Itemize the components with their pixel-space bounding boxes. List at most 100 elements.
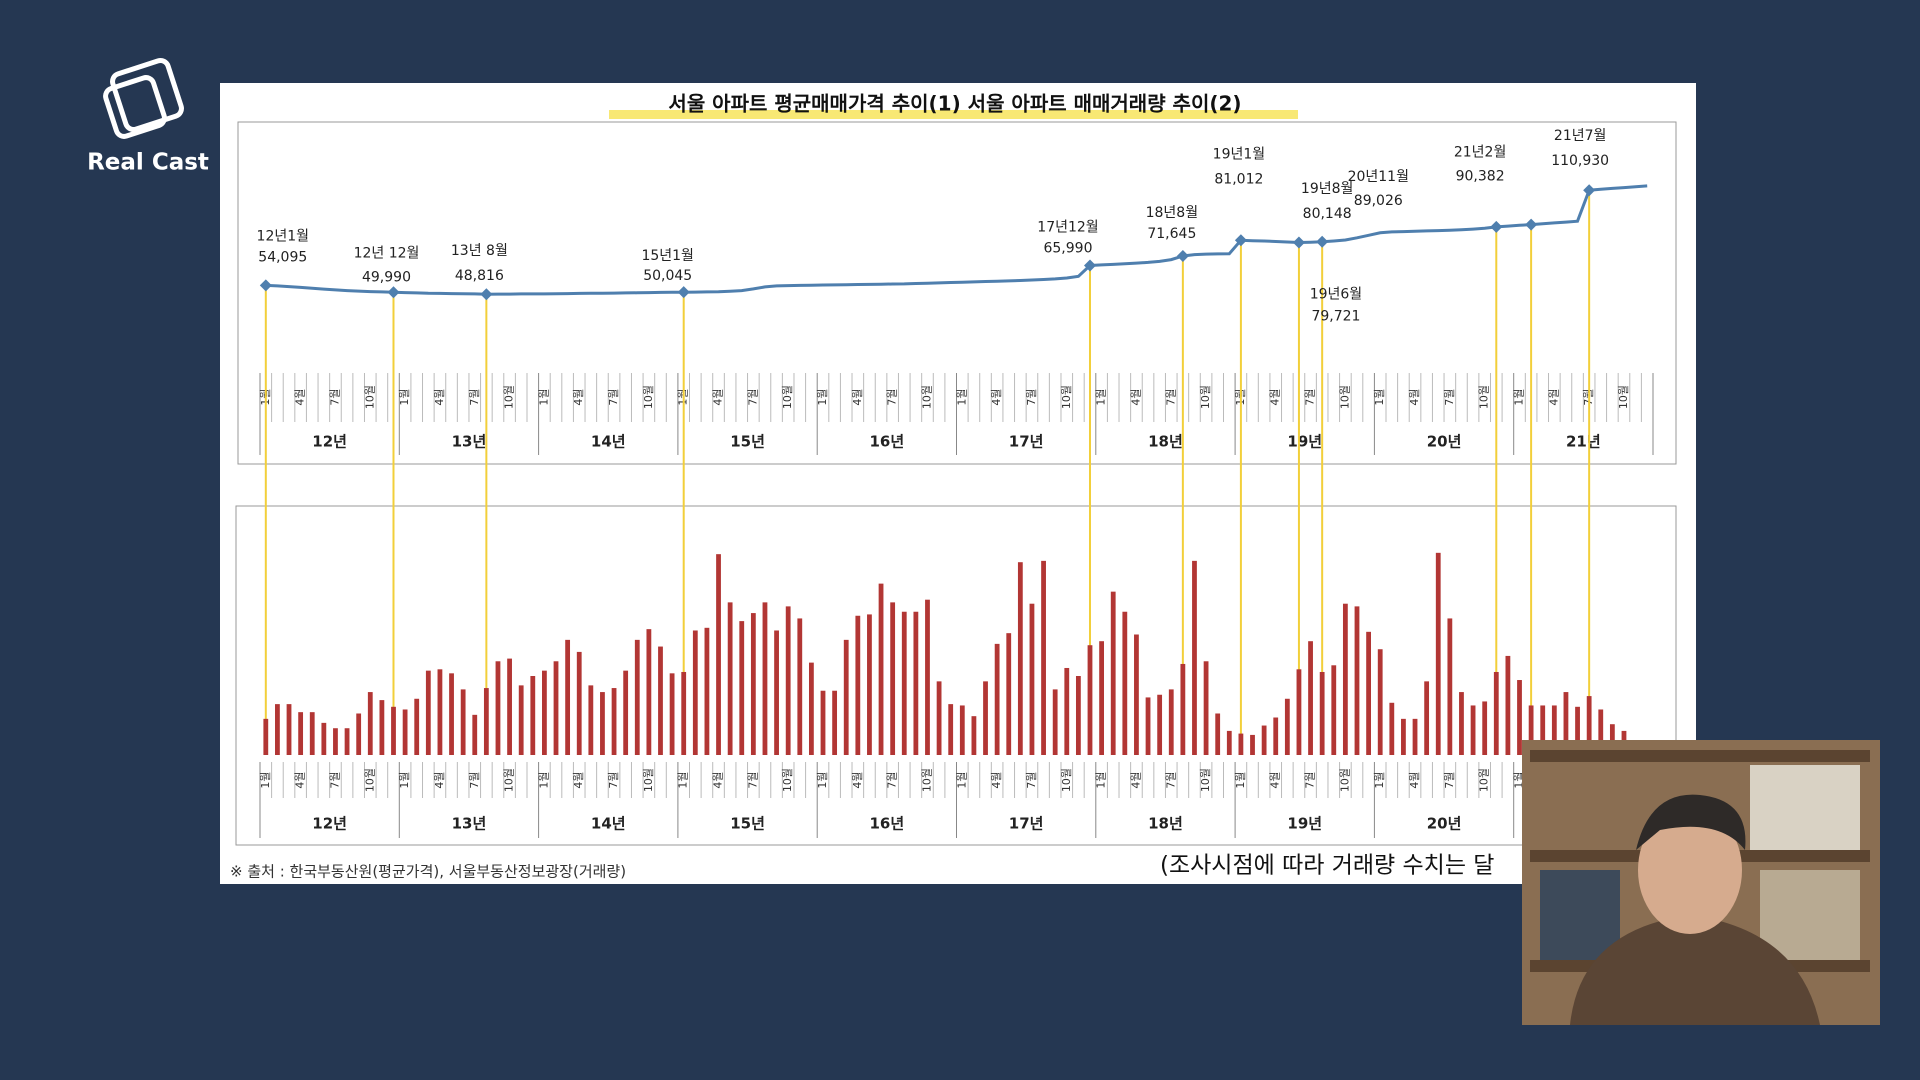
year-label: 20년 [1427,815,1462,833]
point-label: 13년 8월 [451,243,508,259]
x-tick-label: 4월 [1408,388,1421,405]
bar [1377,649,1383,755]
bar [1517,680,1522,755]
bar [901,611,907,755]
bar [1575,706,1580,755]
bar [367,692,373,755]
bar [1075,676,1081,755]
bar [646,629,652,755]
x-tick-label: 1월 [259,771,272,788]
bar [553,661,559,755]
x-tick-label: 7월 [746,388,759,405]
x-tick-label: 10월 [1199,385,1212,409]
x-tick-label: 4월 [990,388,1003,405]
bar [472,714,478,755]
bar [739,621,745,755]
x-tick-label: 4월 [1408,771,1421,788]
x-tick-label: 4월 [1547,388,1560,405]
year-label: 13년 [452,433,487,451]
webcam-overlay [1522,740,1880,1025]
bar [565,639,571,755]
source: ※ 출처 : 한국부동산원(평균가격), 서울부동산정보광장(거래량) [230,863,626,881]
bar [867,614,872,755]
bar [692,630,698,755]
bar [1122,611,1128,755]
x-tick-label: 1월 [955,771,968,788]
x-tick-label: 7월 [1025,388,1038,405]
bar [1366,631,1371,755]
bar [750,613,756,755]
bar [1308,641,1313,755]
x-tick-label: 1월 [816,771,829,788]
x-tick-label: 10월 [1617,385,1630,409]
x-tick-label: 4월 [1269,388,1282,405]
x-tick-label: 1월 [1513,388,1526,405]
person-head [1638,806,1742,934]
x-tick-label: 10월 [1338,768,1351,792]
point-label: 19년8월 [1301,181,1353,197]
bar [1342,603,1348,755]
x-tick-label: 4월 [1269,771,1282,788]
bar [600,692,605,755]
bar [1273,717,1279,755]
bar [716,554,721,755]
bar [286,704,292,755]
year-label: 16년 [870,433,905,451]
bar [843,639,849,755]
bar [1203,661,1209,755]
point-marker [1583,184,1596,197]
bar [1459,692,1464,755]
year-label: 12년 [312,433,347,451]
x-tick-label: 1월 [398,771,411,788]
bar [925,599,930,755]
x-tick-label: 10월 [1478,385,1491,409]
bar [820,690,826,755]
bar [913,611,919,755]
books [1760,870,1860,960]
point-marker [259,279,272,292]
point-label: 21년7월 [1554,128,1606,144]
x-tick-label: 7월 [1164,388,1177,405]
point-marker [1490,220,1503,233]
year-label: 17년 [1009,433,1044,451]
x-tick-label: 1월 [1373,771,1386,788]
bar [832,690,838,755]
bar [611,688,617,755]
bar [1551,705,1557,755]
point-label: 18년8월 [1146,205,1198,221]
price-line [265,184,1648,296]
bar [1540,705,1546,755]
bar [298,712,304,755]
bar [1145,697,1151,755]
year-label: 19년 [1287,433,1322,451]
point-label: 20년11월 [1348,169,1409,185]
x-tick-label: 10월 [920,385,933,409]
bar [1180,663,1186,755]
bar [1226,730,1232,755]
bar [623,670,629,755]
bar [1609,724,1615,755]
value-label: 90,382 [1456,169,1505,185]
bar [437,669,443,755]
books [1540,870,1620,960]
x-tick-label: 7월 [886,771,899,788]
bar [634,639,640,755]
point-marker [1234,234,1247,247]
x-tick-label: 4월 [572,388,585,405]
year-label: 15년 [730,433,765,451]
bar [507,658,512,755]
point-label: 17년12월 [1037,219,1098,235]
x-tick-label: 7월 [746,771,759,788]
x-tick-label: 7월 [886,388,899,405]
bar [542,670,547,755]
point-marker [480,288,493,301]
value-label: 79,721 [1311,308,1360,324]
x-tick-label: 10월 [781,768,794,792]
x-tick-label: 4월 [1129,388,1142,405]
x-tick-label: 10월 [920,768,933,792]
bar [1412,718,1418,755]
bar [1017,562,1023,755]
bar [959,705,965,755]
bar [855,615,861,755]
